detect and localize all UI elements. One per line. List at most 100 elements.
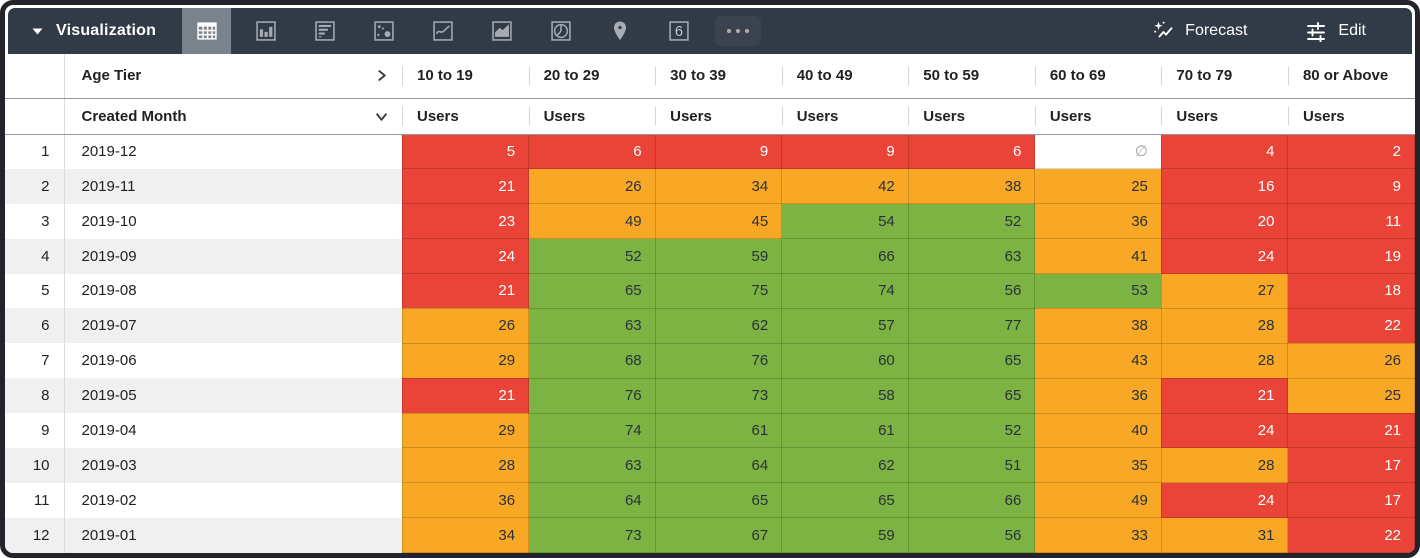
value-cell[interactable]: 22 bbox=[1287, 307, 1415, 344]
value-cell[interactable]: 26 bbox=[401, 307, 530, 344]
value-cell[interactable]: 54 bbox=[781, 203, 909, 240]
value-cell[interactable]: 65 bbox=[654, 482, 783, 519]
value-cell[interactable]: ∅ bbox=[1034, 133, 1162, 170]
value-cell[interactable]: 65 bbox=[907, 342, 1036, 379]
measure-header[interactable]: Users bbox=[402, 98, 529, 135]
value-cell[interactable]: 63 bbox=[907, 238, 1036, 274]
value-cell[interactable]: 42 bbox=[781, 168, 909, 205]
month-cell[interactable]: 2019-08 bbox=[63, 273, 402, 309]
viz-type-column-chart[interactable] bbox=[241, 8, 290, 54]
value-cell[interactable]: 24 bbox=[1160, 482, 1289, 519]
pivot-value-header[interactable]: 40 to 49 bbox=[781, 54, 909, 99]
viz-type-pie-chart[interactable] bbox=[536, 8, 585, 54]
value-cell[interactable]: 24 bbox=[401, 238, 530, 274]
value-cell[interactable]: 38 bbox=[1034, 307, 1162, 344]
measure-header[interactable]: Users bbox=[1034, 98, 1162, 135]
pivot-value-header[interactable]: 50 to 59 bbox=[908, 54, 1035, 99]
value-cell[interactable]: 9 bbox=[781, 133, 909, 170]
value-cell[interactable]: 63 bbox=[528, 307, 656, 344]
month-cell[interactable]: 2019-06 bbox=[63, 343, 402, 379]
value-cell[interactable]: 20 bbox=[1160, 203, 1289, 240]
value-cell[interactable]: 5 bbox=[401, 133, 530, 170]
value-cell[interactable]: 21 bbox=[401, 273, 530, 309]
value-cell[interactable]: 35 bbox=[1034, 447, 1162, 484]
month-cell[interactable]: 2019-01 bbox=[63, 517, 402, 553]
value-cell[interactable]: 60 bbox=[781, 342, 909, 379]
value-cell[interactable]: 62 bbox=[654, 307, 783, 344]
value-cell[interactable]: 4 bbox=[1160, 133, 1289, 170]
value-cell[interactable]: 34 bbox=[401, 517, 530, 553]
value-cell[interactable]: 23 bbox=[401, 203, 530, 240]
pivot-value-header[interactable]: 70 to 79 bbox=[1161, 54, 1288, 99]
value-cell[interactable]: 64 bbox=[528, 482, 656, 519]
month-cell[interactable]: 2019-09 bbox=[63, 238, 402, 274]
value-cell[interactable]: 21 bbox=[1160, 377, 1289, 414]
value-cell[interactable]: 76 bbox=[654, 342, 783, 379]
value-cell[interactable]: 59 bbox=[654, 238, 783, 274]
value-cell[interactable]: 53 bbox=[1034, 273, 1162, 309]
value-cell[interactable]: 25 bbox=[1287, 377, 1415, 414]
value-cell[interactable]: 27 bbox=[1160, 273, 1289, 309]
viz-type-table[interactable] bbox=[182, 8, 232, 54]
value-cell[interactable]: 2 bbox=[1287, 133, 1415, 170]
value-cell[interactable]: 34 bbox=[654, 168, 783, 205]
visualization-collapse-toggle[interactable]: Visualization bbox=[8, 22, 182, 40]
viz-type-line-chart[interactable] bbox=[418, 8, 467, 54]
value-cell[interactable]: 51 bbox=[907, 447, 1036, 484]
value-cell[interactable]: 74 bbox=[781, 273, 909, 309]
value-cell[interactable]: 36 bbox=[1034, 203, 1162, 240]
measure-header[interactable]: Users bbox=[655, 98, 782, 135]
viz-type-bar-chart[interactable] bbox=[300, 8, 349, 54]
value-cell[interactable]: 26 bbox=[528, 168, 656, 205]
value-cell[interactable]: 28 bbox=[401, 447, 530, 484]
value-cell[interactable]: 29 bbox=[401, 342, 530, 379]
value-cell[interactable]: 56 bbox=[907, 273, 1036, 309]
month-cell[interactable]: 2019-02 bbox=[63, 482, 402, 518]
value-cell[interactable]: 6 bbox=[907, 133, 1036, 170]
value-cell[interactable]: 19 bbox=[1287, 238, 1415, 274]
value-cell[interactable]: 75 bbox=[654, 273, 783, 309]
value-cell[interactable]: 25 bbox=[1034, 168, 1162, 205]
forecast-button[interactable]: Forecast bbox=[1152, 20, 1247, 42]
value-cell[interactable]: 59 bbox=[781, 517, 909, 553]
value-cell[interactable]: 21 bbox=[401, 168, 530, 205]
measure-header[interactable]: Users bbox=[1287, 98, 1415, 135]
month-cell[interactable]: 2019-04 bbox=[63, 413, 402, 448]
month-cell[interactable]: 2019-07 bbox=[63, 308, 402, 344]
value-cell[interactable]: 17 bbox=[1287, 482, 1415, 519]
measure-header[interactable]: Users bbox=[528, 98, 656, 135]
value-cell[interactable]: 38 bbox=[907, 168, 1036, 205]
pivot-value-header[interactable]: 80 or Above bbox=[1287, 54, 1415, 99]
edit-button[interactable]: Edit bbox=[1305, 20, 1366, 42]
value-cell[interactable]: 67 bbox=[654, 517, 783, 553]
value-cell[interactable]: 43 bbox=[1034, 342, 1162, 379]
chevron-down-icon[interactable] bbox=[375, 110, 388, 123]
value-cell[interactable]: 33 bbox=[1034, 517, 1162, 553]
value-cell[interactable]: 21 bbox=[401, 377, 530, 414]
viz-type-single-value[interactable]: 6 bbox=[654, 8, 703, 54]
viz-type-scatter[interactable] bbox=[359, 8, 408, 54]
value-cell[interactable]: 31 bbox=[1160, 517, 1289, 553]
month-cell[interactable]: 2019-03 bbox=[63, 447, 402, 483]
value-cell[interactable]: 17 bbox=[1287, 447, 1415, 484]
value-cell[interactable]: 77 bbox=[907, 307, 1036, 344]
measure-header[interactable]: Users bbox=[781, 98, 909, 135]
value-cell[interactable]: 56 bbox=[907, 517, 1036, 553]
measure-header[interactable]: Users bbox=[908, 98, 1035, 135]
viz-type-map[interactable] bbox=[595, 8, 644, 54]
pivot-value-header[interactable]: 20 to 29 bbox=[528, 54, 656, 99]
value-cell[interactable]: 9 bbox=[654, 133, 783, 170]
value-cell[interactable]: 29 bbox=[401, 412, 530, 449]
value-cell[interactable]: 9 bbox=[1287, 168, 1415, 205]
pivot-field-header[interactable]: Age Tier bbox=[63, 54, 402, 99]
value-cell[interactable]: 28 bbox=[1160, 307, 1289, 344]
pivot-value-header[interactable]: 30 to 39 bbox=[655, 54, 782, 99]
value-cell[interactable]: 24 bbox=[1160, 412, 1289, 449]
measure-header[interactable]: Users bbox=[1161, 98, 1288, 135]
value-cell[interactable]: 28 bbox=[1160, 342, 1289, 379]
value-cell[interactable]: 73 bbox=[654, 377, 783, 414]
value-cell[interactable]: 66 bbox=[907, 482, 1036, 519]
pivot-value-header[interactable]: 60 to 69 bbox=[1034, 54, 1162, 99]
value-cell[interactable]: 61 bbox=[654, 412, 783, 449]
viz-type-area-chart[interactable] bbox=[477, 8, 526, 54]
